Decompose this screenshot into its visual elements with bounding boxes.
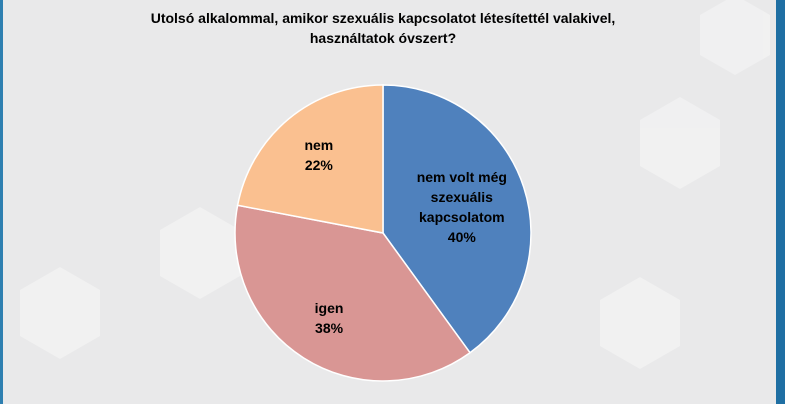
pie	[234, 84, 532, 382]
slice-percent: 40%	[447, 229, 476, 246]
data-label: nem volt még szexuális kapcsolatom 40%	[407, 167, 517, 247]
right-edge	[776, 0, 785, 404]
slice-percent: 22%	[304, 157, 333, 174]
data-label: nem 22%	[279, 135, 359, 175]
left-edge	[0, 0, 3, 404]
slice-percent: 38%	[315, 319, 344, 336]
slice-name: nem	[304, 137, 334, 154]
pie-slice	[234, 204, 472, 382]
pie-slice	[236, 84, 384, 234]
pie-slice	[382, 84, 532, 354]
slice-name: nem volt még szexuális kapcsolatom	[416, 169, 507, 226]
chart-title: Utolsó alkalommal, amikor szexuális kapc…	[150, 10, 616, 46]
background-hexagons	[20, 0, 770, 369]
slice-name: igen	[314, 299, 344, 316]
data-label: igen 38%	[289, 298, 369, 338]
